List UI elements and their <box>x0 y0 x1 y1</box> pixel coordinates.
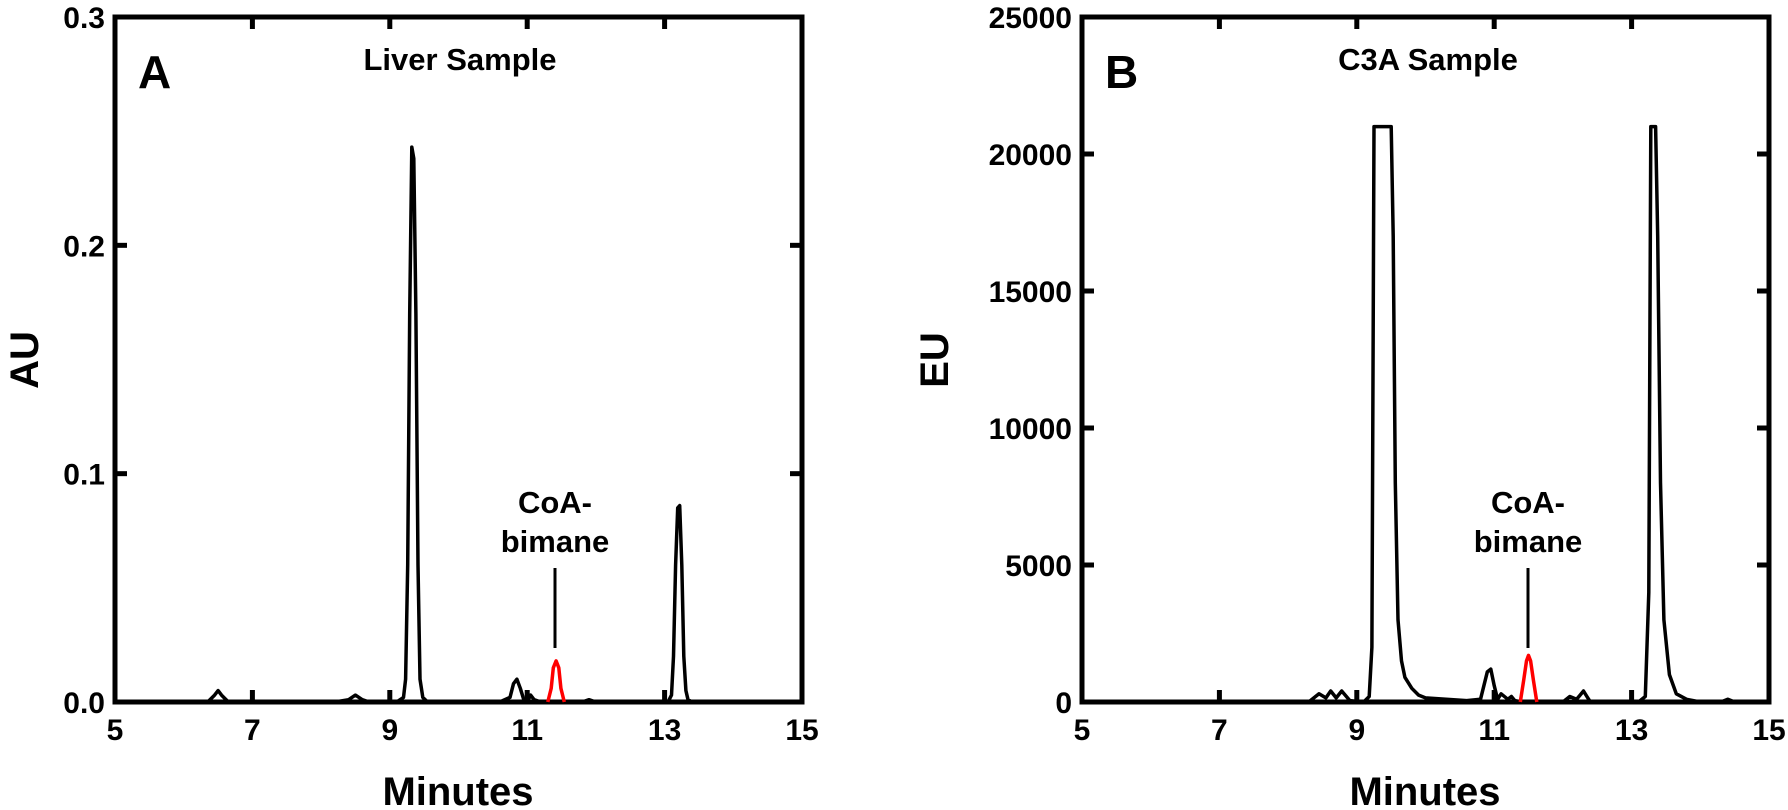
panel-a-x-tick-label: 11 <box>511 714 543 747</box>
panel-a-letter: A <box>138 46 171 98</box>
panel-a-x-tick-label: 15 <box>785 714 818 747</box>
panel-b-x-tick-label: 15 <box>1752 714 1785 747</box>
panel-a-annotation-line2: bimane <box>501 524 610 559</box>
panel-b-annotation-line1: CoA- <box>1491 485 1565 520</box>
panel-b-x-axis-title: Minutes <box>1349 770 1500 810</box>
panel-b-x-tick-label: 11 <box>1478 714 1510 747</box>
panel-b-letter: B <box>1105 46 1138 98</box>
panel-a-coa-bimane-peak-line <box>546 659 566 703</box>
panel-a: 5 7 9 11 13 15 0.0 0.1 0.2 0.3 A Liver Sample CoA… <box>3 2 819 810</box>
panel-b-x-tick-label: 9 <box>1348 714 1365 747</box>
panel-b-y-tick-label: 25000 <box>989 2 1072 35</box>
panel-a-series <box>115 145 802 704</box>
panel-b-x-tick-label: 13 <box>1615 714 1648 747</box>
panel-b-series <box>1082 124 1769 704</box>
panel-a-x-tick-label: 5 <box>107 714 124 747</box>
panel-a-trace-line <box>115 145 802 704</box>
panel-b-y-tick-label: 20000 <box>989 139 1072 172</box>
panel-a-x-axis-title: Minutes <box>382 770 533 810</box>
panel-a-y-tick-label: 0.3 <box>63 2 105 35</box>
panel-b-y-axis-title: EU <box>913 332 957 388</box>
panel-b-coa-bimane-peak-line <box>1518 653 1539 703</box>
panel-a-title: Liver Sample <box>364 42 557 77</box>
panel-a-annotation-line1: CoA- <box>518 485 592 520</box>
panel-a-y-axis-title: AU <box>3 331 47 389</box>
panel-b-y-tick-label: 15000 <box>989 276 1072 309</box>
panel-b-frame <box>1079 14 1772 705</box>
panel-b-title: C3A Sample <box>1338 42 1518 77</box>
panel-a-y-tick-label: 0.1 <box>63 459 105 492</box>
panel-b-annotation-line2: bimane <box>1474 524 1583 559</box>
panel-a-x-tick-label: 7 <box>244 714 261 747</box>
panel-b-x-tick-label: 5 <box>1074 714 1091 747</box>
panel-a-ticks: 5 7 9 11 13 15 0.0 0.1 0.2 0.3 <box>63 2 818 747</box>
panel-b-trace-line <box>1082 124 1769 704</box>
panel-b-ticks: 5 7 9 11 13 15 0 5000 10000 15000 20000 25000 <box>989 2 1786 747</box>
panel-b-x-tick-label: 7 <box>1211 714 1228 747</box>
panel-b-y-tick-label: 0 <box>1055 687 1072 720</box>
panel-a-x-tick-label: 9 <box>381 714 398 747</box>
panel-a-y-tick-label: 0.2 <box>63 230 105 263</box>
panel-b-y-tick-label: 5000 <box>1005 550 1072 583</box>
panel-a-frame <box>112 14 805 705</box>
panel-b-y-tick-label: 10000 <box>989 413 1072 446</box>
panel-b: 5 7 9 11 13 15 0 5000 10000 15000 20000 25000 B C3A… <box>913 2 1786 810</box>
panel-a-y-tick-label: 0.0 <box>63 687 105 720</box>
panel-a-x-tick-label: 13 <box>648 714 681 747</box>
